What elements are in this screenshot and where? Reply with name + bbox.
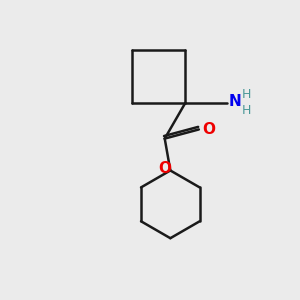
Text: N: N	[229, 94, 242, 109]
Text: O: O	[158, 160, 171, 175]
Text: H: H	[242, 104, 251, 117]
Text: O: O	[202, 122, 215, 137]
Text: H: H	[242, 88, 251, 101]
